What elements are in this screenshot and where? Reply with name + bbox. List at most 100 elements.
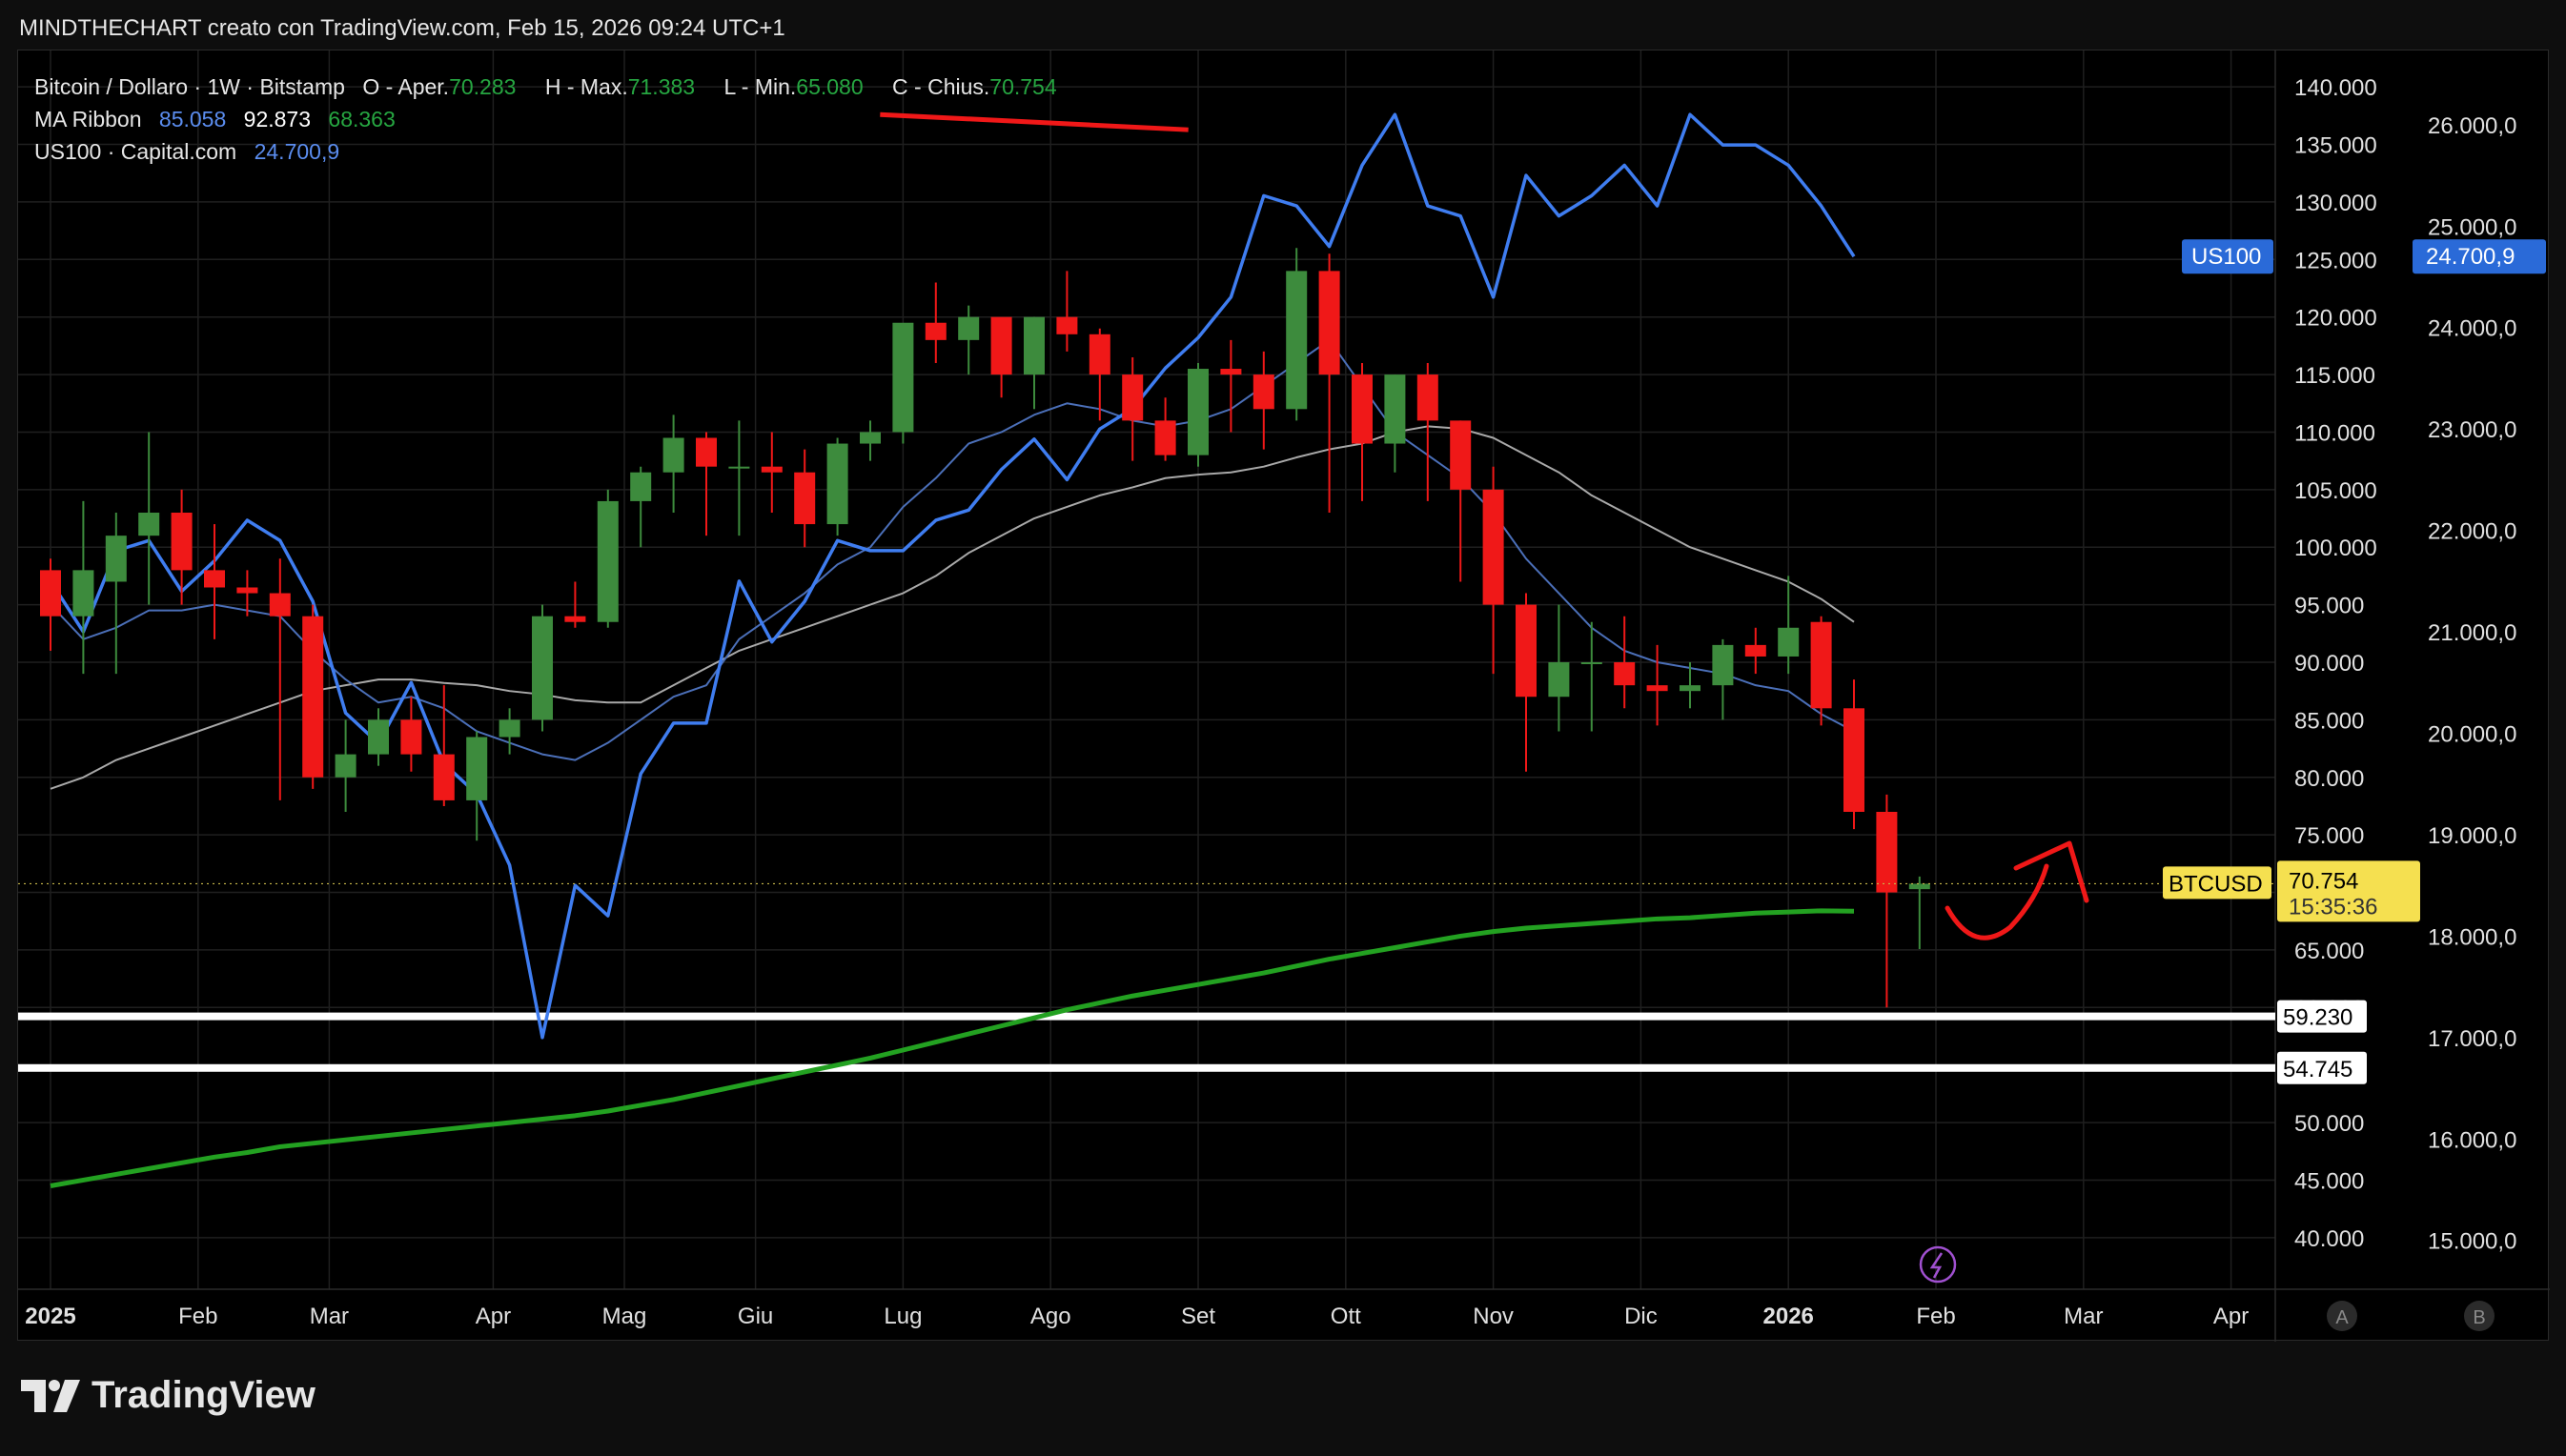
candle-body[interactable] — [499, 719, 520, 738]
candle-body[interactable] — [400, 719, 422, 755]
candle-body[interactable] — [105, 536, 127, 582]
support-line[interactable] — [18, 1012, 2275, 1021]
chart-svg[interactable]: 140.000 135.000 130.000 125.000 120.000 115.0… — [18, 51, 2550, 1342]
x-tick-label: Mar — [310, 1304, 349, 1329]
candle-body[interactable] — [335, 754, 356, 778]
resistance-line[interactable] — [880, 111, 1189, 132]
candle-body[interactable] — [1220, 369, 1242, 375]
chart-legend: Bitcoin / Dollaro · 1W · Bitstamp O - Ap… — [34, 71, 1080, 168]
scale-toggle-label: B — [2473, 1307, 2485, 1328]
ma-fast-line — [50, 338, 1855, 761]
x-tick-label: 2025 — [25, 1304, 75, 1329]
candle-body[interactable] — [1810, 621, 1832, 709]
candle-body[interactable] — [826, 443, 848, 525]
legend-high-label: H - Max. — [544, 74, 628, 99]
projection-curve[interactable] — [1945, 863, 2049, 940]
candle-body[interactable] — [302, 616, 324, 778]
legend-close-label: C - Chius. — [892, 74, 990, 99]
candle-body[interactable] — [138, 513, 160, 536]
candle-body[interactable] — [1416, 374, 1438, 421]
candle-body[interactable] — [1122, 374, 1144, 421]
candle-body[interactable] — [1384, 374, 1406, 444]
candle-body[interactable] — [597, 500, 619, 622]
candle-body[interactable] — [958, 316, 980, 340]
legend-close-value: 70.754 — [989, 74, 1057, 99]
candle-body[interactable] — [269, 593, 291, 617]
candle-body[interactable] — [1089, 334, 1110, 375]
candle-body[interactable] — [794, 472, 816, 525]
legend-open-value: 70.283 — [449, 74, 517, 99]
us100-tick-label: 25.000,0 — [2428, 214, 2516, 240]
chart-area[interactable]: 140.000 135.000 130.000 125.000 120.000 115.0… — [17, 50, 2550, 1342]
candle-body[interactable] — [1778, 627, 1800, 657]
candle-body[interactable] — [892, 322, 914, 433]
candle-body[interactable] — [1318, 271, 1340, 375]
support-line[interactable] — [18, 1063, 2275, 1072]
candle-body[interactable] — [1876, 812, 1898, 893]
candle-body[interactable] — [990, 316, 1012, 375]
candle-body[interactable] — [1352, 374, 1373, 444]
candle-body[interactable] — [1482, 489, 1504, 605]
candle-body[interactable] — [1646, 685, 1668, 692]
candle-body[interactable] — [564, 616, 586, 622]
us100-tick-label: 21.000,0 — [2428, 620, 2516, 646]
candle-body[interactable] — [171, 513, 193, 571]
candle-body[interactable] — [925, 322, 947, 340]
candle-body[interactable] — [1516, 604, 1537, 698]
candle-body[interactable] — [1548, 662, 1570, 698]
candle-body[interactable] — [761, 466, 783, 473]
us100-tick-label: 19.000,0 — [2428, 823, 2516, 849]
btc-name-tag-label: BTCUSD — [2169, 871, 2263, 897]
x-tick-label: Mar — [2064, 1304, 2103, 1329]
candle-body[interactable] — [1580, 662, 1602, 664]
candle-body[interactable] — [728, 466, 750, 469]
candle-body[interactable] — [1450, 420, 1472, 490]
us100-price-tag — [2413, 239, 2546, 274]
x-tick-label: Apr — [476, 1304, 511, 1329]
candle-body[interactable] — [1286, 271, 1308, 410]
candle-body[interactable] — [1056, 316, 1078, 334]
candle-body[interactable] — [466, 737, 488, 800]
candle-body[interactable] — [1188, 369, 1209, 455]
y-tick-label: 100.000 — [2294, 536, 2377, 561]
candle-body[interactable] — [204, 570, 225, 588]
candle-body[interactable] — [1154, 420, 1176, 455]
x-tick-label: Ott — [1331, 1304, 1361, 1329]
candle-body[interactable] — [40, 570, 61, 617]
candle-body[interactable] — [1744, 644, 1766, 657]
scale-toggle-b[interactable] — [2464, 1301, 2495, 1331]
candle-body[interactable] — [72, 570, 94, 617]
legend-ma-label[interactable]: MA Ribbon — [34, 107, 142, 131]
us100-line — [49, 112, 1856, 1040]
y-tick-label: 65.000 — [2294, 939, 2364, 964]
candle-body[interactable] — [532, 616, 553, 720]
us100-tick-label: 20.000,0 — [2428, 722, 2516, 748]
us100-tick-label: 15.000,0 — [2428, 1229, 2516, 1255]
candle-body[interactable] — [1908, 883, 1930, 890]
candle-body[interactable] — [1843, 708, 1864, 812]
legend-symbol[interactable]: Bitcoin / Dollaro · 1W · Bitstamp — [34, 74, 345, 99]
candle-body[interactable] — [630, 472, 652, 501]
candle-body[interactable] — [1252, 374, 1274, 410]
legend-low-label: L - Min. — [723, 74, 797, 99]
candle-body[interactable] — [1614, 662, 1636, 686]
candle-body[interactable] — [1712, 644, 1734, 686]
candle-body[interactable] — [368, 719, 389, 755]
candle-body[interactable] — [860, 432, 881, 444]
btc-countdown-label: 15:35:36 — [2289, 894, 2377, 920]
scale-toggle-a[interactable] — [2327, 1301, 2357, 1331]
tradingview-logo[interactable]: TradingView — [21, 1374, 316, 1417]
x-tick-label: Lug — [884, 1304, 922, 1329]
us100-tick-label: 17.000,0 — [2428, 1026, 2516, 1052]
candle-body[interactable] — [1024, 316, 1045, 375]
y-tick-label: 80.000 — [2294, 766, 2364, 792]
candle-body[interactable] — [696, 437, 717, 467]
support-tag — [2277, 1051, 2367, 1084]
candle-body[interactable] — [433, 754, 455, 800]
flash-icon[interactable] — [1919, 1245, 1957, 1284]
candle-body[interactable] — [662, 437, 684, 473]
legend-us100-label[interactable]: US100 · Capital.com — [34, 139, 237, 164]
candle-body[interactable] — [236, 587, 258, 594]
candle-body[interactable] — [1680, 685, 1700, 692]
legend-us100-value: 24.700,9 — [254, 139, 340, 164]
